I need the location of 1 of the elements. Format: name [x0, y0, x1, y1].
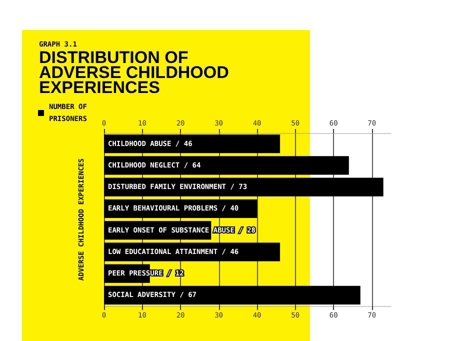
- chart-title: DISTRIBUTION OF ADVERSE CHILDHOOD EXPERIENCES: [39, 48, 234, 97]
